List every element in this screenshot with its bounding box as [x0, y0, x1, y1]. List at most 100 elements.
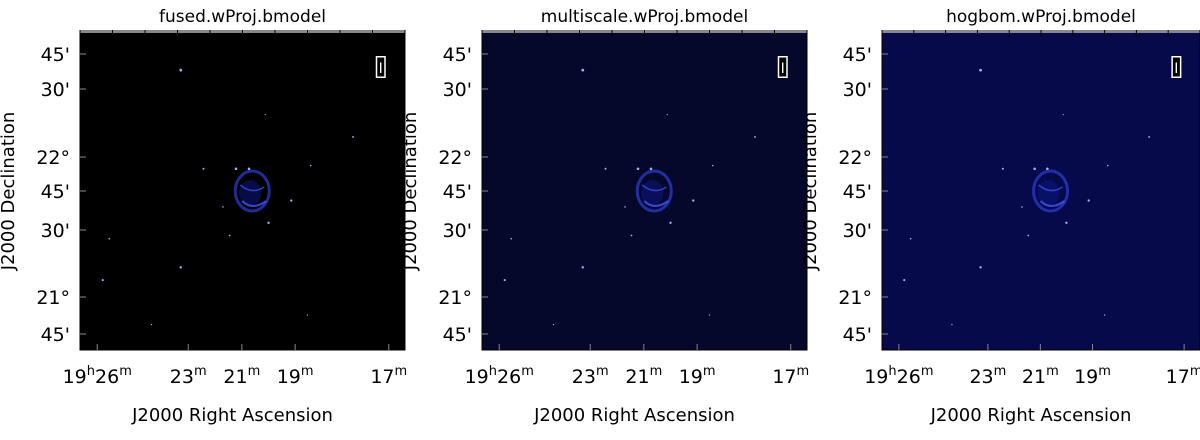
point-source: [1001, 167, 1004, 170]
dec-tick-label: 30': [41, 220, 70, 242]
panel-2: multiscale.wProj.bmodel I 45' 30' 22° 45' 30' 2…: [400, 7, 809, 426]
point-source: [979, 266, 982, 269]
point-source: [666, 114, 668, 116]
point-source: [624, 206, 626, 208]
top-tick-marks: [79, 30, 406, 36]
point-source: [552, 323, 555, 326]
point-source: [179, 266, 182, 269]
dec-tick-label: 22°: [438, 147, 472, 169]
dec-tick-label: 30': [443, 79, 472, 101]
top-tick-marks: [881, 30, 1200, 36]
dec-tick-label: 21°: [36, 287, 70, 309]
stokes-text: I: [781, 61, 785, 77]
dec-tick-label: 30': [843, 79, 872, 101]
panel-3: hogbom.wProj.bmodel I 45' 30' 22° 45' 30' 21° 45…: [800, 7, 1200, 426]
ra-tick-label: 19h26m: [63, 364, 132, 388]
ra-tick-label: 21m: [1022, 364, 1059, 388]
point-source: [510, 237, 513, 240]
point-source: [222, 206, 224, 208]
dec-tick-label: 45': [843, 44, 872, 66]
point-source: [1062, 114, 1064, 116]
point-source: [1027, 234, 1030, 237]
ra-tick-label: 19h26m: [864, 364, 933, 388]
dec-tick-label: 45': [41, 324, 70, 346]
y-axis-label: J2000 Declination: [800, 112, 821, 272]
point-source: [979, 68, 982, 72]
dec-tick-label: 21°: [438, 287, 472, 309]
dec-tick-label: 21°: [838, 287, 872, 309]
point-source: [352, 136, 354, 138]
point-source: [101, 278, 104, 282]
dec-tick-label: 45': [843, 324, 872, 346]
nebula-shell: [1032, 169, 1070, 213]
ra-tick-label: 19m: [277, 364, 314, 388]
stokes-label: I: [777, 56, 788, 78]
point-source: [1021, 206, 1023, 208]
point-source: [202, 167, 205, 170]
ra-tick-label: 21m: [223, 364, 260, 388]
point-source: [581, 266, 584, 269]
point-source: [951, 323, 953, 326]
point-source: [503, 278, 506, 282]
point-source: [903, 278, 906, 282]
point-source: [309, 164, 312, 167]
top-tick-marks: [481, 30, 808, 36]
nebula-shell: [635, 169, 673, 213]
stokes-text: I: [1174, 61, 1178, 77]
ra-tick-label: 23m: [170, 364, 207, 388]
point-source: [267, 221, 270, 224]
dec-tick-label: 30': [443, 220, 472, 242]
point-source: [108, 237, 111, 240]
point-sources: [503, 68, 756, 326]
stokes-label: I: [1171, 56, 1182, 78]
dec-tick-label: 45': [843, 181, 872, 203]
point-source: [711, 164, 714, 167]
dec-tick-label: 45': [443, 324, 472, 346]
point-source: [581, 68, 585, 72]
point-sources: [101, 68, 354, 326]
point-sources: [903, 68, 1151, 326]
x-axis-label: J2000 Right Ascension: [930, 405, 1132, 426]
panel-title: fused.wProj.bmodel: [159, 7, 326, 27]
ra-tick-label: 17m: [772, 364, 809, 388]
ra-tick-label: 23m: [969, 364, 1006, 388]
point-source: [264, 114, 266, 116]
point-source: [754, 136, 756, 138]
panel-1: fused.wProj.bmodel I 45' 30' 22° 45' 30' 21° 45'…: [0, 7, 407, 426]
ra-tick-label: 19h26m: [465, 364, 534, 388]
point-source: [247, 167, 251, 171]
point-source: [306, 314, 309, 316]
point-source: [1087, 199, 1090, 202]
ra-tick-label: 19m: [679, 364, 716, 388]
dec-tick-label: 22°: [838, 147, 872, 169]
point-source: [636, 167, 640, 171]
ra-tick-label: 17m: [370, 364, 407, 388]
dec-tick-label: 22°: [36, 147, 70, 169]
dec-tick-label: 45': [443, 44, 472, 66]
nebula-shell: [233, 169, 271, 213]
point-source: [1033, 167, 1036, 171]
dec-tick-label: 30': [843, 220, 872, 242]
x-axis-label: J2000 Right Ascension: [131, 405, 333, 426]
ra-tick-label: 19m: [1074, 364, 1111, 388]
point-source: [669, 221, 672, 224]
point-source: [1065, 221, 1068, 224]
ra-tick-label: 21m: [625, 364, 662, 388]
point-source: [909, 237, 912, 240]
dec-tick-label: 45': [41, 44, 70, 66]
point-source: [179, 68, 183, 72]
point-source: [604, 167, 607, 170]
point-source: [630, 234, 633, 237]
point-source: [1103, 314, 1106, 316]
point-source: [1046, 167, 1049, 171]
y-axis-label: J2000 Declination: [0, 112, 19, 272]
point-source: [234, 167, 238, 171]
panel-title: multiscale.wProj.bmodel: [541, 7, 748, 27]
point-source: [649, 167, 653, 171]
stokes-text: I: [379, 61, 383, 77]
ra-tick-label: 17m: [1166, 364, 1200, 388]
point-source: [228, 234, 231, 237]
point-source: [150, 323, 153, 326]
